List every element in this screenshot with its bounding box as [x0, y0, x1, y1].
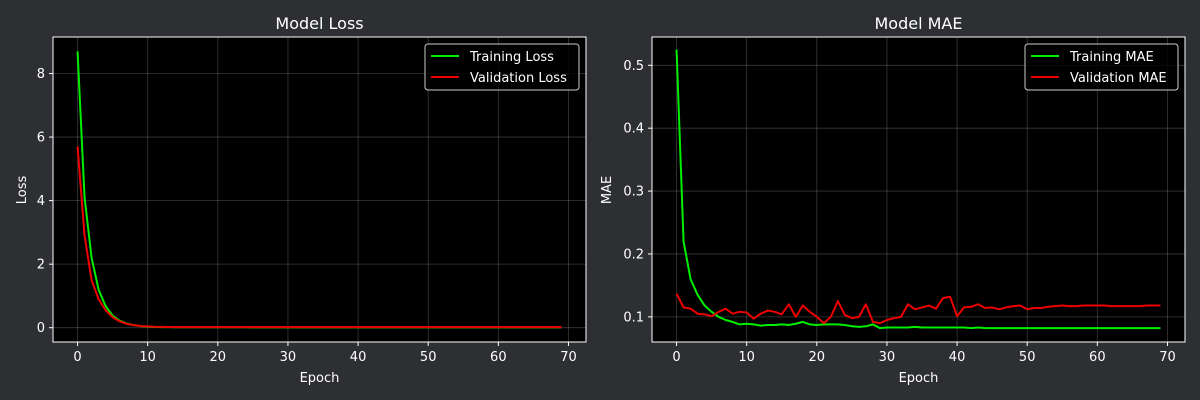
- x-tick-label: 20: [809, 350, 826, 365]
- mae-chart: Model MAE 0 10 20 30 40 50 60 70 0.10.20.30.40.…: [600, 14, 1186, 386]
- legend-label-validation-loss: Validation Loss: [470, 71, 567, 86]
- loss-y-ticks: 0 2 4 6 8: [37, 67, 53, 336]
- x-tick-label: 60: [1089, 350, 1106, 365]
- x-tick-label: 20: [210, 350, 227, 365]
- y-tick-label: 4: [37, 194, 45, 209]
- y-tick-label: 8: [37, 67, 45, 82]
- loss-chart-title: Model Loss: [275, 14, 363, 33]
- loss-x-axis-label: Epoch: [300, 371, 340, 386]
- y-tick-label: 0.2: [623, 247, 644, 262]
- x-tick-label: 30: [280, 350, 297, 365]
- loss-legend: Training Loss Validation Loss: [424, 43, 580, 91]
- x-tick-label: 40: [350, 350, 367, 365]
- mae-x-ticks: 0 10 20 30 40 50 60 70: [672, 342, 1176, 365]
- loss-x-ticks: 0 10 20 30 40 50 60 70: [73, 342, 577, 365]
- x-tick-label: 0: [672, 350, 680, 365]
- legend-label-validation-mae: Validation MAE: [1070, 71, 1167, 86]
- mae-chart-title: Model MAE: [875, 14, 963, 33]
- mae-legend: Training MAE Validation MAE: [1024, 43, 1179, 91]
- y-tick-label: 0: [37, 321, 45, 336]
- mae-y-axis-label: MAE: [600, 176, 615, 204]
- legend-label-training-mae: Training MAE: [1069, 50, 1154, 65]
- x-tick-label: 30: [879, 350, 896, 365]
- y-tick-label: 0.3: [623, 185, 644, 200]
- x-tick-label: 10: [139, 350, 156, 365]
- x-tick-label: 50: [420, 350, 437, 365]
- x-tick-label: 40: [949, 350, 966, 365]
- x-tick-label: 70: [560, 350, 577, 365]
- mae-series-lines: [675, 49, 1161, 330]
- series-line-validation-mae: [675, 293, 1161, 325]
- loss-chart: Model Loss 0 10 20 30 40 50 60 70 0 2 4 6 8 Epoch L…: [15, 14, 587, 386]
- x-tick-label: 50: [1019, 350, 1036, 365]
- y-tick-label: 0.1: [623, 310, 644, 325]
- mae-x-axis-label: Epoch: [899, 371, 939, 386]
- y-tick-label: 2: [37, 258, 45, 273]
- legend-label-training-loss: Training Loss: [469, 50, 554, 65]
- y-tick-label: 0.5: [623, 59, 644, 74]
- loss-series-lines: [76, 51, 562, 329]
- x-tick-label: 0: [73, 350, 81, 365]
- x-tick-label: 70: [1159, 350, 1176, 365]
- series-line-validation-loss: [76, 146, 562, 329]
- loss-y-axis-label: Loss: [15, 176, 30, 205]
- y-tick-label: 0.4: [623, 122, 644, 137]
- series-line-training-mae: [675, 49, 1161, 330]
- x-tick-label: 10: [738, 350, 755, 365]
- mae-legend-box: [1024, 43, 1179, 91]
- mae-y-ticks: 0.1 0.2 0.3 0.4 0.5: [623, 59, 652, 325]
- y-tick-label: 6: [37, 131, 45, 146]
- loss-legend-box: [424, 43, 580, 91]
- x-tick-label: 60: [490, 350, 507, 365]
